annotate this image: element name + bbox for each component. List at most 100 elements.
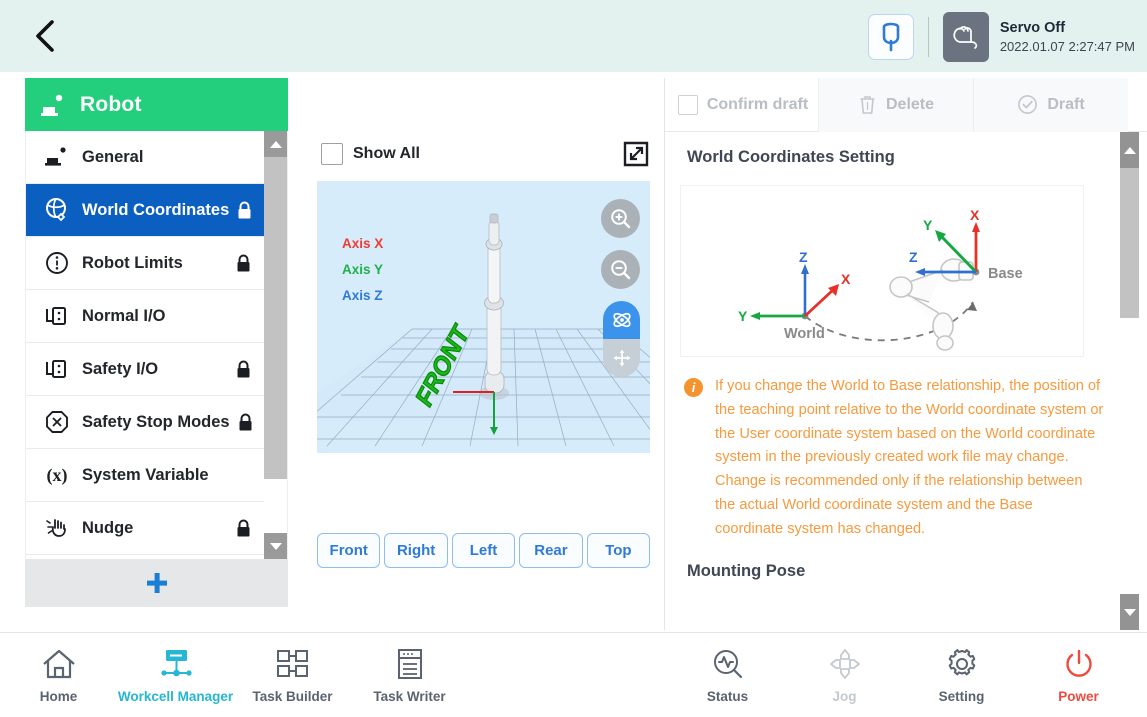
base-label: Base: [988, 266, 1023, 282]
view-preset-buttons: Front Right Left Rear Top: [317, 533, 651, 568]
plus-icon: [146, 573, 167, 593]
gear-icon: [948, 648, 975, 675]
base-z-label: Z: [909, 249, 918, 265]
servo-status-label: Servo Off: [999, 19, 1066, 36]
zoom-out-button[interactable]: [601, 250, 640, 289]
nav-item-home[interactable]: Home: [0, 633, 117, 717]
lock-icon: [236, 201, 253, 220]
lock-icon: [237, 413, 254, 432]
power-icon: [1065, 649, 1092, 677]
scroll-up-button[interactable]: [1120, 132, 1139, 168]
nav-label: Home: [39, 688, 78, 704]
pan-mode-button[interactable]: [603, 339, 640, 377]
delete-label: Delete: [885, 95, 935, 113]
back-button[interactable]: [22, 12, 70, 60]
view-button-rear[interactable]: Rear: [519, 533, 583, 568]
nav-group-right: Status Jog Setting: [669, 633, 1137, 717]
robot-3d-viewport[interactable]: FRONT Axis X Axis Y Axis Z: [317, 181, 650, 453]
sidebar-item-label: System Variable: [82, 465, 209, 484]
info-message: i If you change the World to Base relati…: [684, 375, 1104, 542]
jog-arrows-icon: [829, 648, 860, 679]
zoom-in-button[interactable]: [601, 199, 640, 238]
sidebar-item-general[interactable]: General: [26, 131, 266, 184]
triangle-up-icon: [269, 140, 282, 148]
sidebar-item-label: General: [82, 147, 144, 166]
show-all-label: Show All: [353, 145, 420, 162]
scrollbar-thumb[interactable]: [1120, 168, 1139, 318]
nav-item-workcell-manager[interactable]: Workcell Manager: [117, 633, 234, 717]
expand-arrow-icon: [623, 141, 649, 167]
sidebar-item-nudge[interactable]: Nudge: [26, 502, 266, 555]
world-label: World: [784, 326, 825, 342]
robot-scene: FRONT: [317, 213, 650, 447]
scroll-down-button[interactable]: [264, 533, 287, 559]
scrollbar-track[interactable]: [264, 157, 287, 533]
robot-connect-button[interactable]: [867, 14, 914, 60]
viewer-panel: Show All: [305, 78, 665, 630]
view-button-top[interactable]: Top: [586, 533, 651, 568]
nav-label: Workcell Manager: [117, 688, 234, 704]
view-button-left[interactable]: Left: [451, 533, 516, 568]
status-pulse-icon: [713, 649, 742, 678]
scroll-up-button[interactable]: [264, 131, 287, 157]
triangle-down-icon: [269, 542, 282, 550]
sidebar: Robot General: [25, 78, 288, 612]
hand-teach-icon: [953, 26, 978, 49]
workcell-icon: [160, 649, 192, 676]
nav-label: Setting: [938, 688, 985, 704]
nav-label: Task Builder: [252, 688, 333, 704]
datetime-label: 2022.01.07 2:27:47 PM: [999, 38, 1135, 54]
view-mode-toggle[interactable]: [603, 301, 640, 377]
confirm-draft-checkbox[interactable]: [677, 94, 698, 115]
sidebar-item-label: Safety I/O: [82, 359, 159, 378]
servo-text-block: Servo Off 2022.01.07 2:27:47 PM: [1000, 19, 1135, 55]
sidebar-item-normal-io[interactable]: Normal I/O: [26, 290, 266, 343]
nav-item-task-writer[interactable]: Task Writer: [351, 633, 468, 717]
expand-viewer-button[interactable]: [623, 141, 649, 167]
confirm-draft-label: Confirm draft: [706, 95, 809, 113]
nav-label: Power: [1058, 688, 1099, 704]
nav-item-jog[interactable]: Jog: [786, 633, 903, 717]
show-all-checkbox[interactable]: [321, 143, 343, 165]
rotate-mode-button[interactable]: [603, 301, 640, 339]
view-button-front[interactable]: Front: [317, 533, 381, 568]
servo-status-icon-box[interactable]: [942, 12, 989, 62]
delete-button[interactable]: Delete: [818, 77, 973, 132]
info-text: If you change the World to Base relation…: [715, 378, 1104, 537]
lock-icon: [235, 254, 252, 273]
sidebar-title: Robot: [80, 92, 142, 116]
status-cluster: Servo Off 2022.01.07 2:27:47 PM: [867, 10, 1135, 64]
nav-item-setting[interactable]: Setting: [903, 633, 1020, 717]
nav-item-power[interactable]: Power: [1020, 633, 1137, 717]
scrollbar-thumb[interactable]: [264, 157, 287, 479]
sidebar-item-robot-limits[interactable]: Robot Limits: [26, 237, 266, 290]
sidebar-item-safety-stop-modes[interactable]: Safety Stop Modes: [26, 396, 266, 449]
scroll-down-button[interactable]: [1120, 594, 1139, 630]
nav-label: Status: [706, 688, 749, 704]
general-robot-icon: [40, 146, 74, 168]
sidebar-item-system-variable[interactable]: (x) System Variable: [26, 449, 266, 502]
sidebar-item-world-coordinates[interactable]: World Coordinates: [26, 184, 266, 237]
sidebar-scrollbar[interactable]: [264, 131, 287, 559]
axis-x-label: Axis X: [342, 236, 384, 251]
nav-item-task-builder[interactable]: Task Builder: [234, 633, 351, 717]
draft-button[interactable]: Draft: [973, 77, 1128, 132]
sidebar-item-partial[interactable]: [26, 555, 266, 559]
sidebar-item-safety-io[interactable]: Safety I/O: [26, 343, 266, 396]
rotate-orbit-icon: [612, 312, 631, 328]
mounting-pose-title: Mounting Pose: [687, 561, 806, 580]
zoom-out-icon: [610, 259, 630, 279]
confirm-draft-control[interactable]: Confirm draft: [668, 78, 818, 132]
add-item-button[interactable]: [25, 559, 288, 607]
nav-group-left: Home Workcell Manager: [0, 633, 468, 717]
settings-scrollbar[interactable]: [1120, 132, 1139, 630]
view-button-right[interactable]: Right: [384, 533, 448, 568]
nav-item-status[interactable]: Status: [669, 633, 786, 717]
sidebar-menu: General World Coordinates: [25, 131, 288, 559]
base-x-label: X: [970, 207, 980, 223]
trash-icon: [860, 96, 875, 114]
lock-icon: [235, 360, 252, 379]
check-circle-icon: [1018, 95, 1038, 114]
top-bar: Servo Off 2022.01.07 2:27:47 PM: [0, 0, 1147, 72]
sidebar-item-label: World Coordinates: [82, 200, 230, 219]
